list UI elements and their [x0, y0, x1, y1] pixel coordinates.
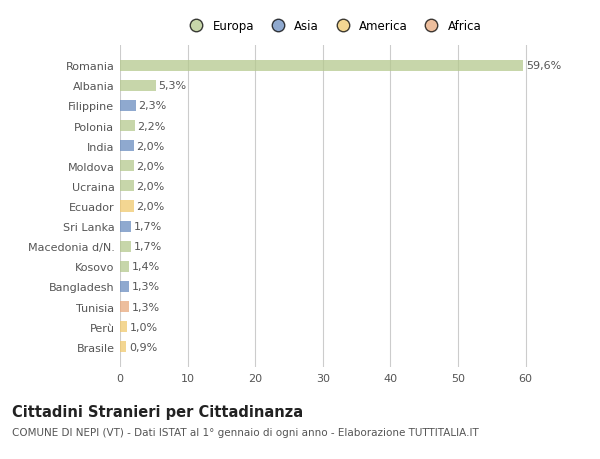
Bar: [120, 61, 523, 72]
Bar: [120, 181, 134, 192]
Bar: [120, 281, 129, 292]
Text: COMUNE DI NEPI (VT) - Dati ISTAT al 1° gennaio di ogni anno - Elaborazione TUTTI: COMUNE DI NEPI (VT) - Dati ISTAT al 1° g…: [12, 427, 479, 437]
Text: 1,7%: 1,7%: [134, 242, 163, 252]
Bar: [120, 221, 131, 232]
Text: 2,0%: 2,0%: [136, 202, 164, 212]
Legend: Europa, Asia, America, Africa: Europa, Asia, America, Africa: [184, 20, 482, 33]
Text: 2,0%: 2,0%: [136, 181, 164, 191]
Text: Cittadini Stranieri per Cittadinanza: Cittadini Stranieri per Cittadinanza: [12, 404, 303, 419]
Text: 0,9%: 0,9%: [129, 342, 157, 352]
Text: 2,0%: 2,0%: [136, 162, 164, 171]
Text: 1,4%: 1,4%: [132, 262, 160, 272]
Text: 1,0%: 1,0%: [130, 322, 158, 332]
Bar: [120, 101, 136, 112]
Bar: [120, 241, 131, 252]
Text: 2,3%: 2,3%: [138, 101, 167, 111]
Text: 5,3%: 5,3%: [158, 81, 187, 91]
Bar: [120, 261, 130, 272]
Bar: [120, 341, 126, 353]
Text: 59,6%: 59,6%: [526, 61, 561, 71]
Text: 1,3%: 1,3%: [131, 282, 160, 292]
Text: 2,0%: 2,0%: [136, 141, 164, 151]
Text: 1,3%: 1,3%: [131, 302, 160, 312]
Bar: [120, 81, 156, 92]
Bar: [120, 121, 135, 132]
Text: 2,2%: 2,2%: [137, 121, 166, 131]
Bar: [120, 201, 134, 212]
Bar: [120, 321, 127, 332]
Bar: [120, 141, 134, 152]
Bar: [120, 161, 134, 172]
Bar: [120, 302, 129, 313]
Text: 1,7%: 1,7%: [134, 222, 163, 232]
